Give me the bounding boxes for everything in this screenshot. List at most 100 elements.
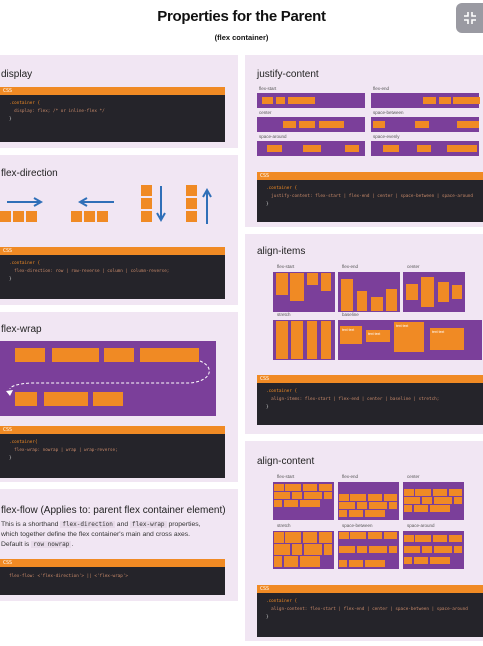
wrap-illustration <box>0 341 216 416</box>
flex-item <box>349 510 363 517</box>
flex-flow-panel: flex-flow (Applies to: parent flex conta… <box>0 489 238 601</box>
example-label: stretch <box>277 312 291 317</box>
example-label: center <box>259 110 272 115</box>
flex-item <box>371 297 383 311</box>
example-label: space-evenly <box>373 134 400 139</box>
flex-item <box>292 492 302 499</box>
flex-item <box>339 546 355 553</box>
flex-item <box>368 494 382 501</box>
flex-item: text text <box>394 322 424 352</box>
flex-item <box>262 97 273 104</box>
flex-item <box>276 321 288 359</box>
flex-flow-description: This is a shorthand flex-direction and f… <box>1 521 201 548</box>
flex-item <box>447 145 477 152</box>
flex-item <box>292 544 302 555</box>
flex-item <box>267 145 282 152</box>
flex-wrap-title: flex-wrap <box>1 324 42 335</box>
display-panel: display CSS .container { display: flex; … <box>0 55 238 148</box>
flex-item <box>415 535 431 542</box>
example-label: center <box>407 474 420 479</box>
flex-item <box>307 321 317 359</box>
flex-item <box>357 546 367 553</box>
collapse-icon <box>463 12 476 24</box>
flex-direction-panel: flex-direction CSS .container { flex-dir… <box>0 155 238 305</box>
flex-container <box>403 531 464 569</box>
flex-item <box>357 502 367 509</box>
justify-content-panel: justify-content flex-start flex-end center… <box>245 55 483 227</box>
flex-wrap-code-block: CSS .container{ flex-wrap: nowrap | wrap… <box>0 426 225 478</box>
flex-item <box>415 121 429 128</box>
code-line: .container { <box>266 186 298 191</box>
code-line: align-content: flex-start | flex-end | c… <box>266 607 468 612</box>
wrap-arrow-icon <box>6 360 210 396</box>
example-label: flex-end <box>342 474 359 479</box>
flex-item <box>274 532 284 543</box>
code-tag: CSS <box>3 560 13 566</box>
flex-item <box>406 284 418 300</box>
code-line: align-items: flex-start | flex-end | cen… <box>266 397 440 402</box>
flex-direction-code-block: CSS .container { flex-direction: row | r… <box>0 247 225 299</box>
flex-item <box>433 535 447 542</box>
flex-container <box>257 93 365 108</box>
flex-item <box>303 532 317 543</box>
flex-item <box>304 544 322 555</box>
flex-item <box>341 279 353 311</box>
code-line: .container{ <box>9 440 38 445</box>
flex-item <box>288 97 315 104</box>
flex-item <box>276 97 285 104</box>
flex-item <box>303 484 317 491</box>
flex-item <box>321 321 331 359</box>
align-content-title: align-content <box>257 456 315 467</box>
code-tag: CSS <box>3 427 13 433</box>
example-label: stretch <box>277 523 291 528</box>
align-items-title: align-items <box>257 246 306 257</box>
flex-item <box>321 273 331 291</box>
flex-item <box>350 532 366 539</box>
flex-item <box>350 494 366 501</box>
code-tag: CSS <box>3 248 13 254</box>
flex-item <box>339 532 349 539</box>
flex-item <box>290 273 304 301</box>
baseline-text: text text <box>396 324 409 328</box>
flex-item <box>449 535 462 542</box>
flex-item <box>414 505 428 512</box>
flex-item <box>339 510 347 517</box>
collapse-button[interactable] <box>456 3 483 33</box>
arrow-down-icon <box>156 186 166 223</box>
flex-wrap-panel: flex-wrap CSS .container{ flex-wrap: now… <box>0 312 238 482</box>
code-line: .container { <box>266 389 298 394</box>
flex-container <box>273 482 334 520</box>
flex-item <box>319 532 332 543</box>
flex-item <box>284 556 298 567</box>
direction-illustration <box>0 183 238 235</box>
code-tag: CSS <box>260 586 270 592</box>
example-label: space-around <box>259 134 287 139</box>
flex-item <box>274 484 284 491</box>
baseline-text: text text <box>368 332 381 336</box>
flex-item <box>339 494 349 501</box>
flex-item: text text <box>366 330 390 342</box>
flex-item <box>369 502 387 509</box>
example-label: space-between <box>373 110 404 115</box>
example-label: flex-start <box>277 264 295 269</box>
flex-item <box>303 145 321 152</box>
example-label: space-around <box>407 523 435 528</box>
example-label: flex-start <box>277 474 295 479</box>
code-line: .container { <box>9 261 41 266</box>
flex-item <box>421 277 434 307</box>
code-line: flex-direction: row | row-reverse | colu… <box>9 269 170 274</box>
example-label: baseline <box>342 312 359 317</box>
code-line: } <box>266 405 269 410</box>
flex-item <box>386 289 397 311</box>
flex-item <box>389 502 397 509</box>
flex-item <box>454 497 462 504</box>
flex-item <box>324 544 332 555</box>
example-label: flex-end <box>342 264 359 269</box>
display-title: display <box>1 69 33 80</box>
flex-item <box>339 502 355 509</box>
code-line: display: flex; /* or inline-flex */ <box>9 109 105 114</box>
flex-item <box>304 492 322 499</box>
flex-item <box>404 505 412 512</box>
flex-container <box>371 117 479 132</box>
flex-item: text text <box>340 326 362 344</box>
